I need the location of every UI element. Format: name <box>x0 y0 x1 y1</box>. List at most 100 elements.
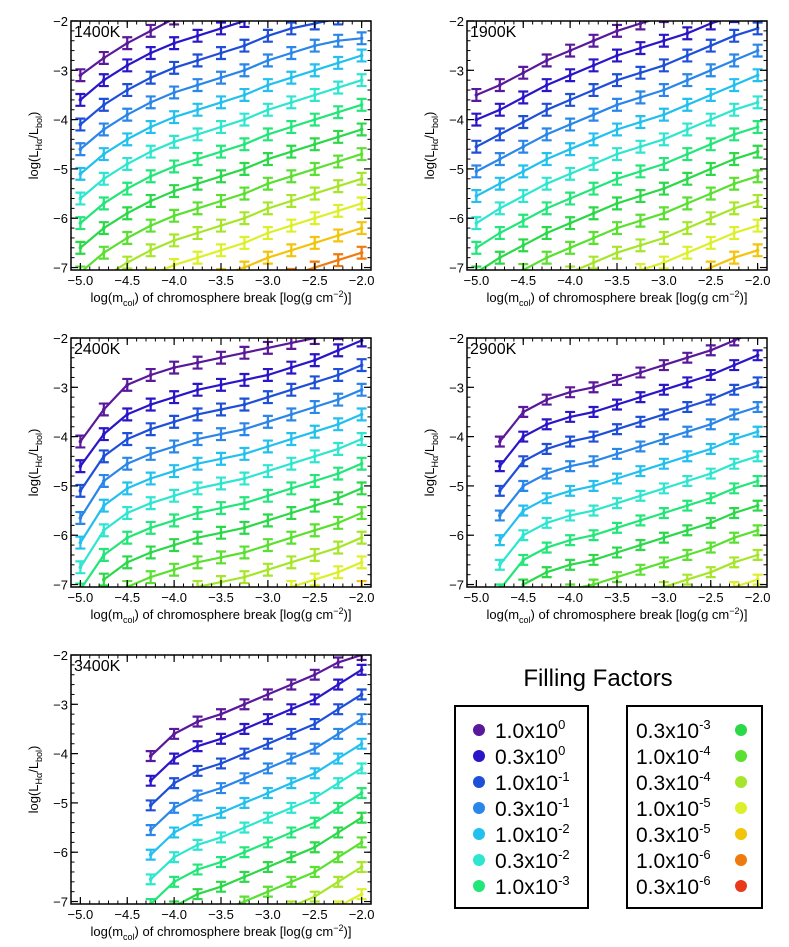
series-2 <box>145 688 367 812</box>
data-point <box>219 383 223 387</box>
legend-entry: 0.3x10-5 <box>636 821 747 847</box>
data-point <box>266 717 270 721</box>
data-point <box>266 373 270 377</box>
data-point <box>148 452 153 456</box>
data-point <box>474 169 479 174</box>
data-point <box>732 535 736 540</box>
data-point <box>474 93 479 97</box>
data-point <box>289 149 294 154</box>
data-point <box>732 412 736 417</box>
data-point <box>336 660 340 665</box>
data-point <box>732 387 736 392</box>
series-line <box>149 718 363 831</box>
series-8 <box>75 147 367 270</box>
data-point <box>615 575 619 579</box>
data-point <box>755 26 760 31</box>
data-point <box>638 444 643 449</box>
data-point <box>568 172 572 176</box>
legend-entry: 1.0x100 <box>473 717 565 743</box>
y-tick-label: −5 <box>449 162 464 177</box>
data-point <box>359 535 364 540</box>
data-point <box>195 892 200 896</box>
data-point <box>219 149 223 154</box>
series-7 <box>98 481 367 587</box>
data-point <box>266 12 270 16</box>
data-point <box>756 329 760 333</box>
legend-label: 0.3x10-2 <box>495 847 570 873</box>
data-point <box>336 806 340 810</box>
data-point <box>148 803 153 808</box>
data-point <box>148 754 153 758</box>
x-tick-label: −4.5 <box>114 273 140 288</box>
data-point <box>591 63 596 68</box>
data-point <box>336 521 340 525</box>
x-tick-label: −2.5 <box>698 590 724 605</box>
data-point <box>708 545 713 550</box>
data-point <box>78 196 83 201</box>
data-point <box>219 248 223 253</box>
data-point <box>708 43 713 48</box>
legend-label: 0.3x10-6 <box>636 873 711 899</box>
series-0 <box>75 21 180 83</box>
data-point <box>312 117 317 122</box>
data-point <box>312 528 317 533</box>
data-point <box>544 447 549 451</box>
legend-entry: 0.3x10-3 <box>636 717 747 743</box>
data-point <box>638 567 643 572</box>
series-line <box>576 529 758 587</box>
data-point <box>521 459 526 464</box>
data-point <box>544 58 549 63</box>
data-point <box>242 825 247 830</box>
data-point <box>290 4 294 8</box>
data-point <box>662 511 666 515</box>
data-point <box>498 157 502 161</box>
y-tick-label: −3 <box>449 63 464 78</box>
data-point <box>172 781 176 785</box>
data-point <box>732 486 736 491</box>
data-point <box>312 553 317 557</box>
data-point <box>336 258 340 262</box>
data-point <box>242 550 247 555</box>
data-point <box>755 503 760 508</box>
data-point <box>755 174 760 179</box>
data-point <box>266 518 270 523</box>
data-point <box>732 83 736 87</box>
data-point <box>568 415 572 419</box>
legend-marker <box>473 724 485 736</box>
legend-entry: 1.0x10-6 <box>636 847 747 873</box>
data-point <box>125 260 130 265</box>
data-point <box>242 68 247 73</box>
data-point <box>591 533 596 538</box>
data-point <box>498 588 502 592</box>
data-point <box>359 692 364 697</box>
data-point <box>662 486 666 491</box>
data-point <box>312 722 317 726</box>
legend-entries: 1.0x1000.3x1001.0x10-10.3x10-11.0x10-20.… <box>473 717 747 899</box>
data-point <box>148 199 153 203</box>
data-point <box>195 58 200 63</box>
ticks: −5.0 −4.5 −4.0 −3.5 −3.0 −2.5 −2.0 −7 −6 −5 −4 −3 −2 <box>449 331 770 605</box>
data-point <box>474 194 479 198</box>
data-point <box>615 427 619 432</box>
data-point <box>474 246 479 250</box>
x-tick-label: −3.5 <box>208 907 234 922</box>
data-point <box>195 461 200 466</box>
data-point <box>708 167 713 171</box>
data-point <box>290 905 294 909</box>
data-point <box>172 543 176 547</box>
data-point <box>359 387 364 392</box>
panel-label: 2900K <box>470 341 517 358</box>
data-point <box>359 461 364 466</box>
data-point <box>242 93 247 97</box>
data-point <box>732 363 736 367</box>
legend-label: 1.0x10-3 <box>495 873 570 899</box>
series-line <box>149 668 363 782</box>
data-point <box>172 189 176 193</box>
data-point <box>544 471 549 476</box>
data-point <box>732 560 736 565</box>
data-point <box>336 707 340 712</box>
x-tick-label: −4.0 <box>161 590 187 605</box>
data-point <box>312 697 317 702</box>
legend-marker <box>735 880 747 892</box>
